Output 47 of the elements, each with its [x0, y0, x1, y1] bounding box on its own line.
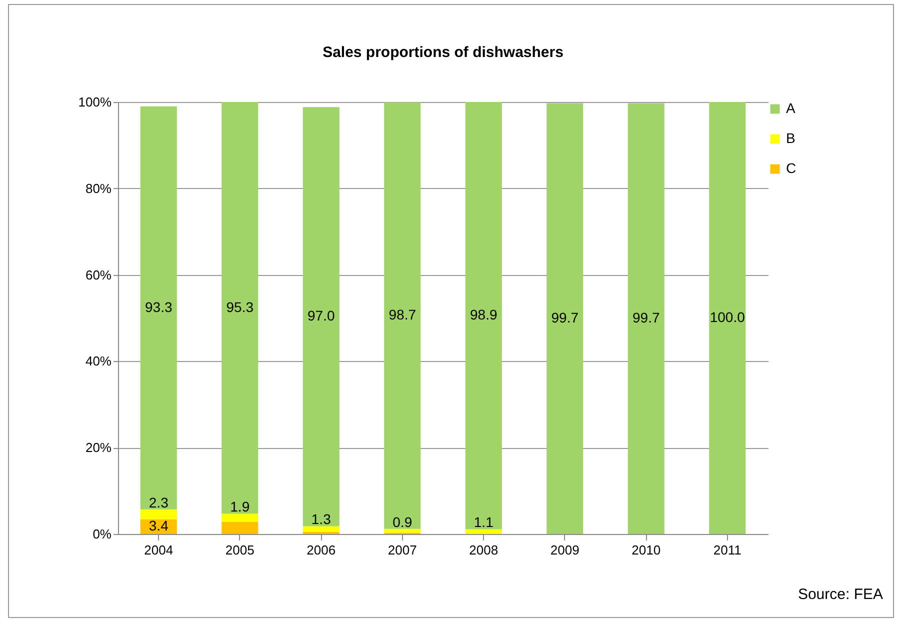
x-tick-label: 2009	[550, 542, 580, 558]
data-label: 3.4	[148, 518, 169, 534]
y-tick-label: 0%	[92, 526, 112, 542]
x-tick-label: 2006	[306, 542, 336, 558]
bar	[302, 107, 340, 526]
data-label: 1.1	[474, 514, 494, 530]
data-label: 99.7	[632, 310, 660, 326]
x-tick-label: 2007	[388, 542, 417, 558]
bar	[140, 106, 177, 510]
data-label: 98.9	[470, 306, 498, 323]
chart-title: Sales proportions of dishwashers	[322, 44, 564, 61]
y-tick-label: 100%	[78, 94, 112, 110]
y-tick-label: 40%	[85, 354, 112, 369]
data-label: 93.3	[145, 298, 172, 315]
bar	[628, 103, 664, 534]
data-label: 99.7	[551, 310, 579, 326]
data-label: 2.3	[148, 494, 169, 510]
bar	[222, 514, 258, 522]
bar	[546, 103, 584, 534]
x-tick-label: 2005	[225, 542, 254, 558]
bar	[709, 102, 746, 534]
bar	[222, 102, 258, 514]
data-label: 1.3	[311, 511, 332, 528]
bar	[222, 522, 258, 534]
source-note: Source: FEA	[798, 586, 883, 603]
bar	[384, 528, 421, 533]
legend-label: A	[786, 100, 796, 116]
y-tick-label: 20%	[85, 440, 112, 456]
bar	[465, 529, 502, 534]
data-label: 1.9	[230, 498, 250, 515]
x-tick-label: 2011	[713, 542, 742, 558]
x-tick-label: 2008	[469, 542, 498, 558]
data-label: 0.9	[392, 514, 412, 530]
legend-label: B	[786, 130, 796, 146]
data-label: 95.3	[226, 298, 254, 315]
bar	[140, 509, 177, 520]
data-label: 100.0	[710, 309, 746, 325]
y-tick-label: 80%	[85, 180, 112, 196]
bar	[302, 526, 340, 532]
x-tick-label: 2010	[632, 542, 661, 558]
data-label: 98.7	[388, 306, 416, 323]
bar	[465, 102, 502, 530]
data-label: 97.0	[308, 308, 335, 324]
legend-label: C	[786, 160, 796, 176]
bar	[384, 102, 421, 529]
y-tick-label: 60%	[85, 267, 112, 282]
x-tick-label: 2004	[144, 542, 174, 558]
